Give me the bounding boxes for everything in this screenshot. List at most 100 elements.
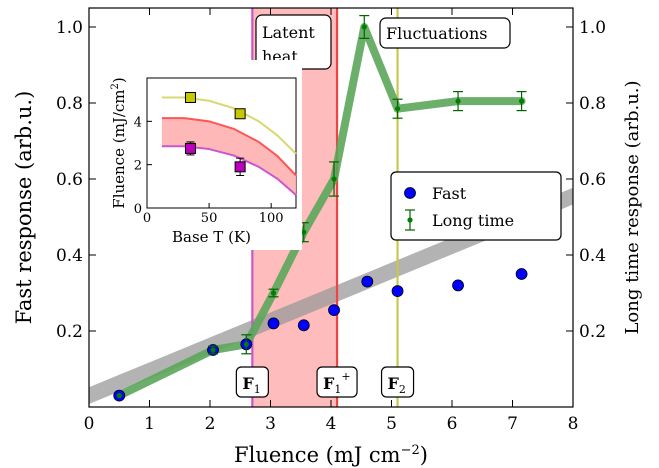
fluctuations-label-box — [379, 17, 511, 49]
fast-point-10 — [515, 268, 528, 280]
y-tick-label-right: 0.2 — [579, 322, 606, 342]
y-tick-label-left: 1.0 — [56, 18, 83, 38]
threshold-label-box-2 — [316, 366, 358, 398]
long-time-point-3 — [241, 334, 252, 355]
inset-y-tick-label: 2 — [134, 159, 142, 174]
inset-f2-point-1 — [184, 92, 196, 103]
legend-box — [390, 171, 562, 241]
x-tick-label: 6 — [447, 414, 458, 434]
threshold-label-box-1 — [235, 366, 269, 398]
inset-f1-point-2 — [234, 161, 246, 173]
y-tick-label-right: 0.8 — [579, 94, 606, 114]
fast-point-6 — [328, 304, 340, 317]
y-tick-label-right: 0.6 — [579, 170, 606, 190]
x-tick-label: 4 — [326, 414, 337, 434]
inset-curve-f1 — [161, 145, 297, 196]
long-time-point-10 — [516, 90, 527, 112]
inset-y-tick-label: 4 — [134, 115, 142, 130]
long-time-marker — [361, 24, 367, 30]
long-time-marker — [270, 290, 277, 296]
legend-fast-marker — [404, 187, 416, 199]
long-time-marker — [116, 393, 122, 399]
long-time-point-7 — [359, 15, 370, 40]
long-time-marker — [210, 347, 216, 353]
legend-long-time-marker — [407, 217, 413, 223]
long-time-thick-line — [115, 23, 526, 400]
fluctuations-label: Fluctuations — [386, 24, 487, 43]
threshold-label-main: F — [242, 374, 254, 393]
long-time-point-1 — [116, 393, 122, 399]
threshold-label-sub: 1 — [334, 383, 341, 396]
inset-f1-point-1 — [184, 142, 196, 154]
threshold-label-3: F2 — [388, 374, 406, 396]
inset-y-axis-title: Fluence (mJ/cm2) — [110, 77, 128, 208]
y-axis-title-left: Fast response (arb.u.) — [12, 91, 36, 325]
long-time-point-4 — [268, 288, 279, 298]
inset-f2-point-2 — [234, 108, 246, 120]
fast-point-8 — [391, 285, 404, 298]
inset-y-axis-title-main: Fluence (mJ/cm — [110, 90, 128, 209]
threshold-label-main: F — [388, 374, 400, 393]
inset-x-tick-label: 100 — [259, 211, 284, 226]
threshold-label-2: F1+ — [323, 370, 351, 396]
threshold-label-sup: + — [341, 370, 350, 383]
fast-point-7 — [361, 275, 374, 288]
threshold-label-main: F — [323, 374, 335, 393]
inset-y-tick-label: 0 — [134, 202, 142, 217]
x-axis-title-sup: −2 — [401, 443, 420, 458]
long-time-point-9 — [453, 90, 464, 112]
inset-x-tick-label: 50 — [201, 211, 218, 226]
x-tick-label: 0 — [84, 414, 95, 434]
threshold-label-sub: 2 — [399, 383, 406, 396]
inset-y-axis-title-sup: 2 — [110, 83, 121, 89]
x-tick-label: 2 — [205, 414, 216, 434]
x-tick-label: 3 — [265, 414, 276, 434]
y-tick-label-left: 0.6 — [56, 170, 83, 190]
threshold-label-box-3 — [380, 366, 415, 398]
x-axis-title: Fluence (mJ cm−2) — [234, 443, 428, 467]
long-time-point-8 — [392, 98, 403, 119]
latent-heat-label-line1: Latent — [262, 23, 315, 42]
long-time-point-5 — [298, 222, 309, 243]
inset-x-axis-title: Base T (K) — [172, 228, 251, 246]
y-tick-label-left: 0.2 — [56, 322, 83, 342]
data-points-layer — [113, 15, 528, 402]
inset-y-axis-title-close: ) — [110, 77, 128, 83]
inset-latent-band — [161, 118, 296, 195]
long-time-marker — [243, 341, 249, 347]
threshold-label-sub: 1 — [254, 383, 261, 396]
legend-long-time-label: Long time — [432, 211, 514, 230]
long-time-point-6 — [329, 161, 340, 197]
x-axis-title-main: Fluence (mJ cm — [234, 443, 401, 467]
long-time-marker — [455, 98, 461, 104]
x-tick-label: 1 — [144, 414, 155, 434]
inset-x-tick-label: 0 — [143, 211, 151, 226]
x-axis-title-close: ) — [420, 443, 428, 467]
legend-fast-label: Fast — [432, 184, 467, 203]
long-time-marker — [301, 229, 307, 235]
inset-curve-f2 — [161, 96, 297, 155]
x-tick-label: 7 — [507, 414, 518, 434]
fast-point-4 — [267, 317, 280, 330]
threshold-label-1: F1 — [242, 374, 260, 396]
axes-layer: 0 1 2 3 4 5 6 7 8 0.2 0.2 0.4 0.4 0.6 0.6 0.8 0.8 1.0 1.0 F… — [12, 7, 643, 467]
y-tick-label-left: 0.8 — [56, 94, 83, 114]
long-time-marker — [518, 98, 525, 104]
long-time-marker — [331, 176, 337, 182]
fast-point-9 — [452, 279, 464, 292]
y-tick-label-right: 0.4 — [579, 246, 606, 266]
y-axis-title-right: Long time response (arb.u.) — [622, 80, 643, 334]
inset-curve-f1-plus — [161, 117, 297, 177]
long-time-point-2 — [208, 345, 219, 355]
long-time-line-layer — [115, 23, 526, 400]
long-time-marker — [394, 106, 401, 112]
fast-point-5 — [297, 319, 310, 332]
x-tick-label: 8 — [568, 414, 579, 434]
y-tick-label-right: 1.0 — [579, 18, 606, 38]
legend-layer: Fast Long time — [390, 171, 562, 241]
x-tick-label: 5 — [386, 414, 397, 434]
y-tick-label-left: 0.4 — [56, 246, 83, 266]
